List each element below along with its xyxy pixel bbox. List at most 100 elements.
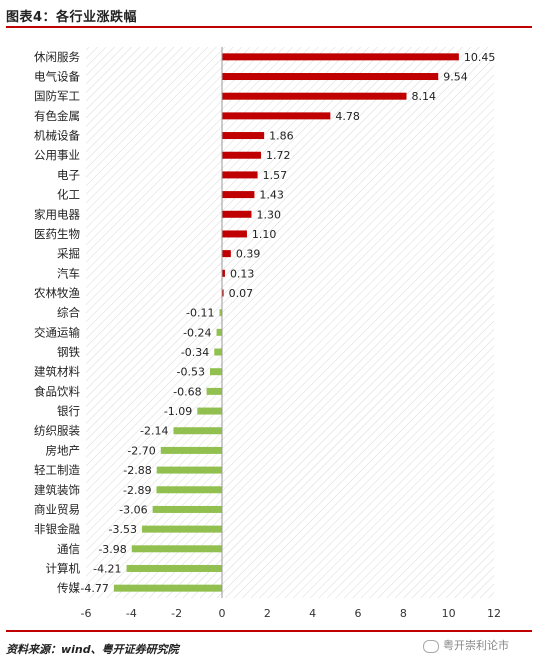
- category-label: 公用事业: [34, 148, 80, 162]
- wechat-icon: [423, 639, 439, 653]
- bar: [156, 486, 222, 494]
- bar: [160, 446, 222, 454]
- value-label: -4.77: [80, 582, 108, 595]
- value-label: 8.14: [412, 90, 437, 103]
- x-tick-label: 12: [487, 607, 501, 620]
- bar: [216, 328, 222, 336]
- bar: [131, 545, 222, 553]
- chart-title: 图表4：各行业涨跌幅: [6, 10, 138, 25]
- watermark: 粤开崇利论市: [423, 637, 509, 653]
- bar: [219, 309, 222, 317]
- value-label: -1.09: [164, 405, 192, 418]
- bar: [152, 505, 222, 513]
- bar: [214, 348, 222, 356]
- value-label: -0.11: [186, 307, 214, 320]
- category-label: 农林牧渔: [34, 286, 80, 300]
- value-label: -2.14: [140, 425, 168, 438]
- category-label: 传媒: [57, 581, 80, 595]
- category-label: 商业贸易: [34, 502, 80, 516]
- category-label: 食品饮料: [34, 384, 80, 398]
- value-label: 0.13: [230, 267, 255, 280]
- value-label: -0.24: [183, 326, 211, 339]
- category-label: 钢铁: [57, 345, 80, 359]
- category-label: 汽车: [57, 266, 80, 280]
- category-label: 有色金属: [34, 109, 80, 123]
- category-label: 采掘: [57, 247, 80, 261]
- category-label: 医药生物: [34, 227, 80, 241]
- x-tick-label: -2: [171, 607, 182, 620]
- category-label: 国防军工: [34, 89, 80, 103]
- value-label: -3.53: [109, 523, 137, 536]
- category-label: 建筑装饰: [34, 483, 80, 497]
- bar: [222, 171, 258, 179]
- value-label: -2.88: [123, 464, 151, 477]
- value-label: 1.72: [266, 149, 291, 162]
- bar: [222, 92, 407, 100]
- bar: [113, 584, 222, 592]
- value-label: 1.57: [263, 169, 288, 182]
- category-label: 机械设备: [34, 129, 80, 143]
- bottom-rule: [6, 630, 532, 632]
- value-label: 1.30: [256, 208, 281, 221]
- bar: [222, 53, 459, 61]
- bar: [173, 427, 222, 435]
- value-label: -0.68: [173, 385, 201, 398]
- bar: [222, 132, 265, 140]
- bar: [222, 112, 331, 120]
- x-tick-label: 0: [219, 607, 226, 620]
- bar: [206, 387, 222, 395]
- value-label: -0.53: [177, 366, 205, 379]
- value-label: 10.45: [464, 51, 496, 64]
- source-note: 资料来源：wind、粤开证券研究院: [6, 643, 179, 656]
- x-tick-label: 6: [355, 607, 362, 620]
- value-label: 0.39: [236, 248, 261, 261]
- bar: [222, 269, 225, 277]
- value-label: 9.54: [443, 71, 468, 84]
- category-label: 非银金融: [34, 522, 80, 536]
- bar: [222, 73, 439, 81]
- category-label: 电子: [57, 168, 80, 182]
- category-label: 通信: [57, 542, 80, 556]
- bar: [126, 564, 222, 572]
- value-label: 0.07: [229, 287, 254, 300]
- bar: [197, 407, 222, 415]
- value-label: 4.78: [335, 110, 360, 123]
- top-rule: [6, 26, 532, 28]
- category-label: 纺织服装: [34, 424, 80, 438]
- value-label: -3.98: [98, 543, 126, 556]
- bar: [222, 230, 247, 238]
- value-label: 1.86: [269, 130, 294, 143]
- x-tick-label: 10: [442, 607, 456, 620]
- bar: [222, 289, 224, 297]
- bar: [222, 250, 231, 258]
- value-label: 1.43: [259, 189, 284, 202]
- x-tick-label: 8: [400, 607, 407, 620]
- x-tick-label: 2: [264, 607, 271, 620]
- value-label: -0.34: [181, 346, 209, 359]
- x-tick-label: -4: [126, 607, 137, 620]
- category-label: 家用电器: [34, 207, 80, 221]
- value-label: -2.70: [127, 444, 155, 457]
- value-label: -4.21: [93, 562, 121, 575]
- value-label: 1.10: [252, 228, 277, 241]
- x-tick-label: 4: [309, 607, 316, 620]
- category-label: 计算机: [46, 561, 81, 575]
- category-label: 休闲服务: [34, 50, 80, 64]
- category-label: 化工: [57, 188, 80, 202]
- category-label: 银行: [57, 404, 80, 418]
- bar: [222, 210, 252, 218]
- category-label: 综合: [57, 306, 80, 320]
- bar: [222, 151, 261, 159]
- category-label: 交通运输: [34, 325, 80, 339]
- watermark-text: 粤开崇利论市: [443, 639, 509, 652]
- category-label: 房地产: [46, 443, 81, 457]
- category-label: 电气设备: [34, 70, 80, 84]
- category-label: 轻工制造: [34, 463, 80, 477]
- value-label: -3.06: [119, 503, 147, 516]
- x-tick-label: -6: [81, 607, 92, 620]
- value-label: -2.89: [123, 484, 151, 497]
- bar: [222, 191, 255, 199]
- bar: [156, 466, 222, 474]
- bar: [141, 525, 222, 533]
